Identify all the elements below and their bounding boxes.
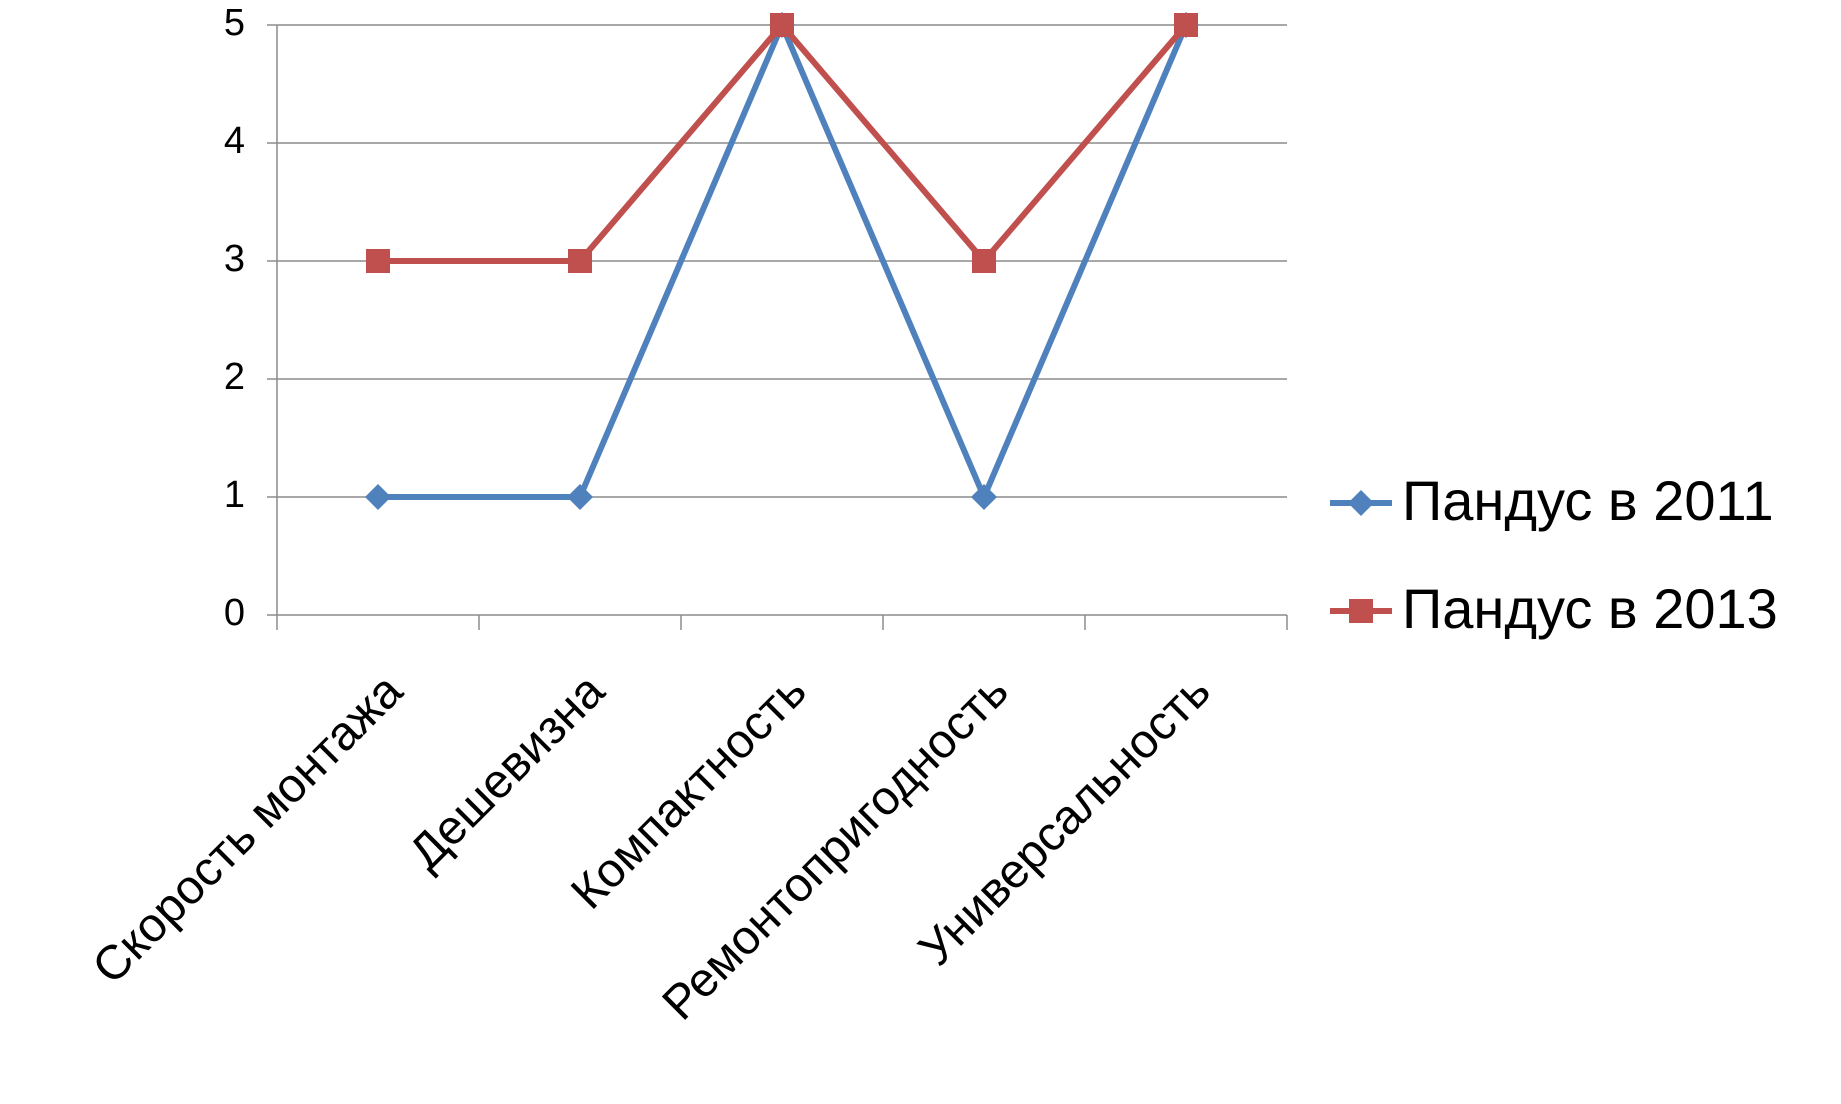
legend-item-2: Пандус в 2013 xyxy=(1330,577,1778,640)
y-tick-label: 5 xyxy=(224,2,245,44)
axes xyxy=(267,24,1288,630)
y-tick-label: 3 xyxy=(224,238,245,280)
legend-item-1: Пандус в 2011 xyxy=(1330,469,1774,532)
legend-marker xyxy=(1348,490,1374,516)
legend-label: Пандус в 2011 xyxy=(1402,469,1774,532)
x-tick-label: Скорость монтажа xyxy=(83,664,413,994)
legend: Пандус в 2011 Пандус в 2013 xyxy=(1330,469,1778,640)
data-point xyxy=(1174,13,1198,37)
legend-label: Пандус в 2013 xyxy=(1402,577,1778,640)
data-point xyxy=(971,484,997,510)
y-tick-label: 0 xyxy=(224,592,245,634)
data-point xyxy=(972,249,996,273)
data-point xyxy=(365,484,391,510)
x-tick-label: Дешевизна xyxy=(399,664,615,880)
y-tick-label: 1 xyxy=(224,474,245,516)
y-tick-labels: 0 1 2 3 4 5 xyxy=(224,2,245,634)
data-series xyxy=(365,12,1199,510)
data-point xyxy=(567,484,593,510)
data-point xyxy=(770,13,794,37)
y-tick-label: 4 xyxy=(224,120,245,162)
data-point xyxy=(366,249,390,273)
y-tick-label: 2 xyxy=(224,356,245,398)
data-point xyxy=(568,249,592,273)
x-tick-labels: Скорость монтажаДешевизнаКомпактностьРем… xyxy=(83,664,1221,1030)
x-tick-label: Ремонтопригодность xyxy=(653,664,1019,1030)
legend-marker xyxy=(1349,599,1373,623)
